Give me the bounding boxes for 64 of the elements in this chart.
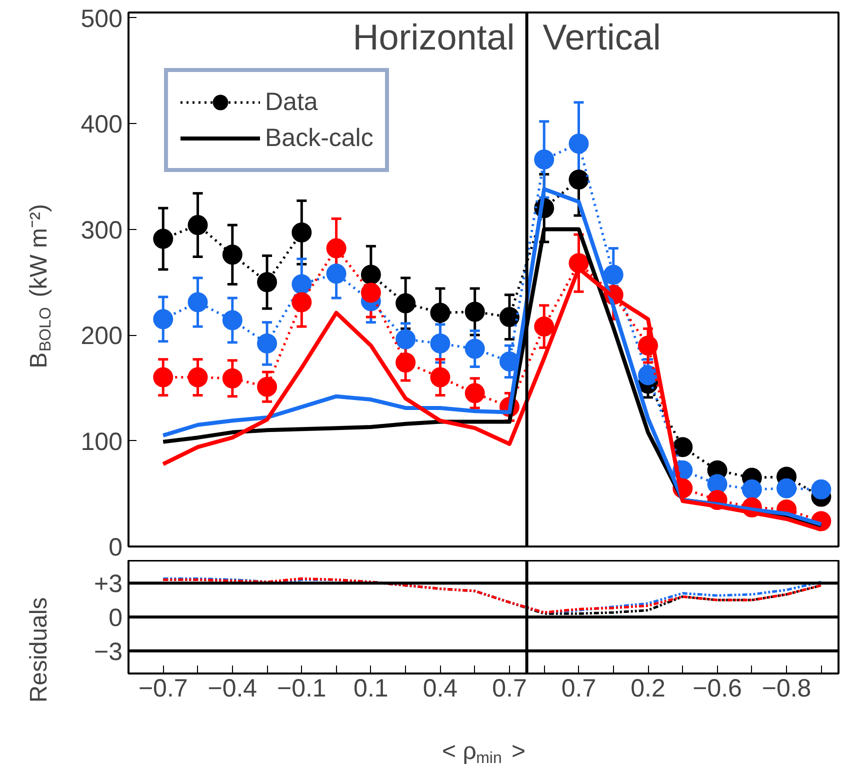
x-tick-label: −0.4	[208, 674, 258, 702]
point	[292, 292, 312, 312]
point	[222, 368, 242, 388]
point	[603, 264, 624, 285]
point	[257, 272, 278, 292]
point	[257, 333, 278, 354]
point	[568, 134, 589, 154]
point	[153, 367, 174, 388]
point	[188, 292, 208, 312]
point	[222, 310, 242, 330]
point	[396, 352, 416, 372]
annotation: Vertical	[542, 16, 661, 58]
point	[776, 478, 797, 498]
point	[396, 293, 416, 314]
y-tick-label: 0	[108, 534, 122, 562]
point	[430, 367, 450, 388]
point	[638, 365, 658, 386]
point	[326, 264, 346, 284]
y-tick-label: 100	[80, 428, 123, 456]
y-axis-title: BBOLO (kW m⁻²)	[25, 204, 55, 368]
point	[360, 264, 381, 285]
point	[464, 383, 485, 404]
point	[360, 282, 381, 303]
legend-label: Back-calc	[265, 124, 374, 152]
point	[742, 479, 762, 500]
point	[326, 238, 346, 258]
point	[396, 329, 416, 350]
x-tick-label: −0.6	[692, 674, 742, 702]
y-tick-label: +3	[94, 570, 123, 598]
y-tick-label: −3	[94, 638, 123, 666]
point	[188, 215, 208, 236]
point	[499, 307, 520, 328]
point	[430, 302, 450, 323]
point	[188, 367, 208, 388]
point	[153, 228, 174, 249]
y-tick-label: 300	[80, 216, 123, 244]
y-tick-label: 200	[80, 322, 123, 350]
point	[464, 302, 485, 322]
annotation: Horizontal	[352, 16, 515, 58]
point	[430, 333, 450, 354]
x-tick-label: −0.8	[762, 674, 812, 702]
y-tick-label: 400	[80, 110, 123, 139]
x-tick-label: 0.7	[561, 674, 596, 702]
point	[292, 274, 312, 294]
y-axis-title: Residuals	[25, 597, 52, 703]
point	[672, 437, 693, 458]
y-tick-label: 0	[108, 604, 122, 632]
x-tick-label: −0.1	[276, 674, 326, 702]
x-tick-label: 0.4	[422, 674, 458, 702]
point	[464, 338, 485, 359]
point	[222, 244, 242, 265]
x-tick-label: 0.1	[354, 674, 388, 702]
point	[568, 170, 589, 190]
point	[811, 479, 832, 500]
legend-label: Data	[265, 88, 318, 116]
x-tick-label: 0.7	[492, 674, 527, 702]
x-tick-label: −0.7	[138, 674, 188, 702]
point	[534, 316, 554, 337]
point	[257, 376, 278, 397]
point	[292, 222, 312, 242]
y-tick-label: 500	[80, 4, 123, 33]
x-tick-label: 0.2	[630, 674, 666, 702]
point	[153, 309, 174, 330]
point	[534, 150, 554, 170]
